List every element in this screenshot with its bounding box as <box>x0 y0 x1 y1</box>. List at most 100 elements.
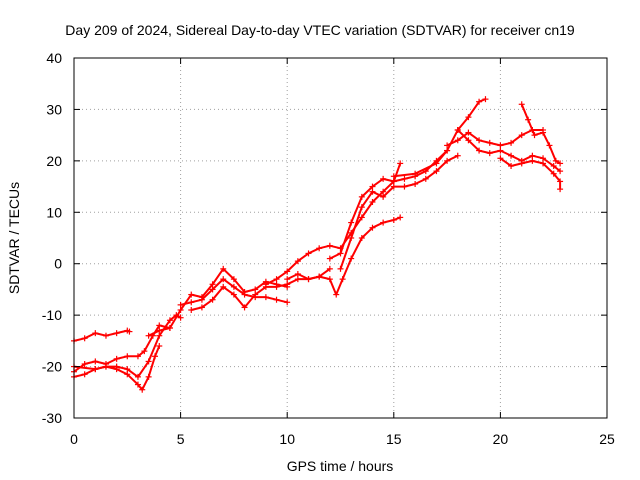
data-point <box>156 332 163 339</box>
data-series <box>71 96 564 393</box>
grid-lines <box>74 58 607 418</box>
data-point <box>540 129 547 136</box>
x-tick-label: 0 <box>70 431 78 447</box>
data-point <box>369 183 376 190</box>
data-point <box>92 358 99 365</box>
data-point <box>102 363 109 370</box>
data-point <box>166 325 173 331</box>
data-point <box>358 235 365 241</box>
data-point <box>166 317 173 324</box>
series-sat-e <box>145 265 291 339</box>
data-point <box>546 142 553 149</box>
series-sat-f <box>177 276 291 308</box>
data-point <box>482 96 489 103</box>
data-point <box>557 186 564 193</box>
data-point <box>113 355 120 362</box>
data-point <box>550 163 557 169</box>
data-point <box>188 307 195 313</box>
data-point <box>497 155 504 162</box>
y-tick-label: 40 <box>46 50 62 66</box>
data-point <box>465 114 472 121</box>
series-line <box>265 163 402 286</box>
data-point <box>412 181 419 187</box>
data-point <box>508 152 515 159</box>
data-point <box>518 101 525 108</box>
data-point <box>540 160 547 167</box>
data-point <box>557 178 564 185</box>
data-point <box>188 291 195 298</box>
y-tick-label: 20 <box>46 153 62 169</box>
data-point <box>230 291 237 298</box>
data-point <box>552 157 559 164</box>
data-point <box>444 142 451 149</box>
data-point <box>284 281 291 288</box>
data-point <box>316 245 323 252</box>
data-point <box>134 373 141 380</box>
data-point <box>145 373 152 380</box>
data-point <box>262 281 269 288</box>
series-line <box>520 103 561 165</box>
x-tick-label: 25 <box>599 431 615 447</box>
series-line <box>339 154 459 270</box>
data-point <box>124 366 131 373</box>
data-point <box>358 214 365 221</box>
data-point <box>531 132 538 139</box>
data-point <box>134 381 141 388</box>
data-point <box>145 358 152 365</box>
data-point <box>369 199 376 205</box>
data-point <box>397 214 404 221</box>
data-point <box>102 332 109 339</box>
data-point <box>486 139 493 146</box>
data-point <box>141 348 148 355</box>
data-point <box>284 276 291 283</box>
data-point <box>156 322 163 329</box>
data-point <box>390 173 397 180</box>
series-sat-d <box>71 312 184 380</box>
data-point <box>540 155 547 162</box>
data-point <box>284 299 291 306</box>
data-point <box>476 147 483 154</box>
data-point <box>412 170 419 177</box>
data-point <box>390 183 397 190</box>
data-point <box>401 175 408 182</box>
y-tick-label: 0 <box>54 256 62 272</box>
series-sat-k <box>337 152 461 272</box>
data-point <box>273 276 280 283</box>
data-point <box>326 242 333 249</box>
data-point <box>465 129 472 136</box>
data-point <box>220 283 227 290</box>
data-point <box>550 170 557 177</box>
series-sat-a <box>71 327 133 344</box>
data-point <box>177 301 184 308</box>
series-line <box>329 149 448 260</box>
data-point <box>241 291 248 298</box>
data-point <box>454 137 461 144</box>
y-tick-label: -30 <box>42 410 62 426</box>
data-point <box>369 188 376 195</box>
x-axis-label: GPS time / hours <box>287 458 394 474</box>
data-point <box>134 353 141 360</box>
data-point <box>337 250 344 257</box>
data-point <box>177 314 184 321</box>
data-point <box>326 265 333 272</box>
data-point <box>369 224 376 231</box>
data-point <box>348 219 355 226</box>
data-point <box>497 142 504 149</box>
data-point <box>305 276 312 283</box>
data-point <box>252 291 259 298</box>
series-line <box>148 267 288 337</box>
y-tick-label: 30 <box>46 101 62 117</box>
series-sat-p <box>497 155 564 193</box>
data-point <box>339 276 346 283</box>
data-point <box>241 304 248 311</box>
data-point <box>476 137 483 144</box>
data-point <box>305 250 312 257</box>
data-point <box>454 152 461 159</box>
series-line <box>393 98 486 178</box>
data-point <box>497 147 504 154</box>
data-point <box>557 160 564 167</box>
data-point <box>380 175 387 182</box>
data-point <box>92 366 99 373</box>
data-point <box>177 307 184 313</box>
data-point <box>454 127 461 133</box>
